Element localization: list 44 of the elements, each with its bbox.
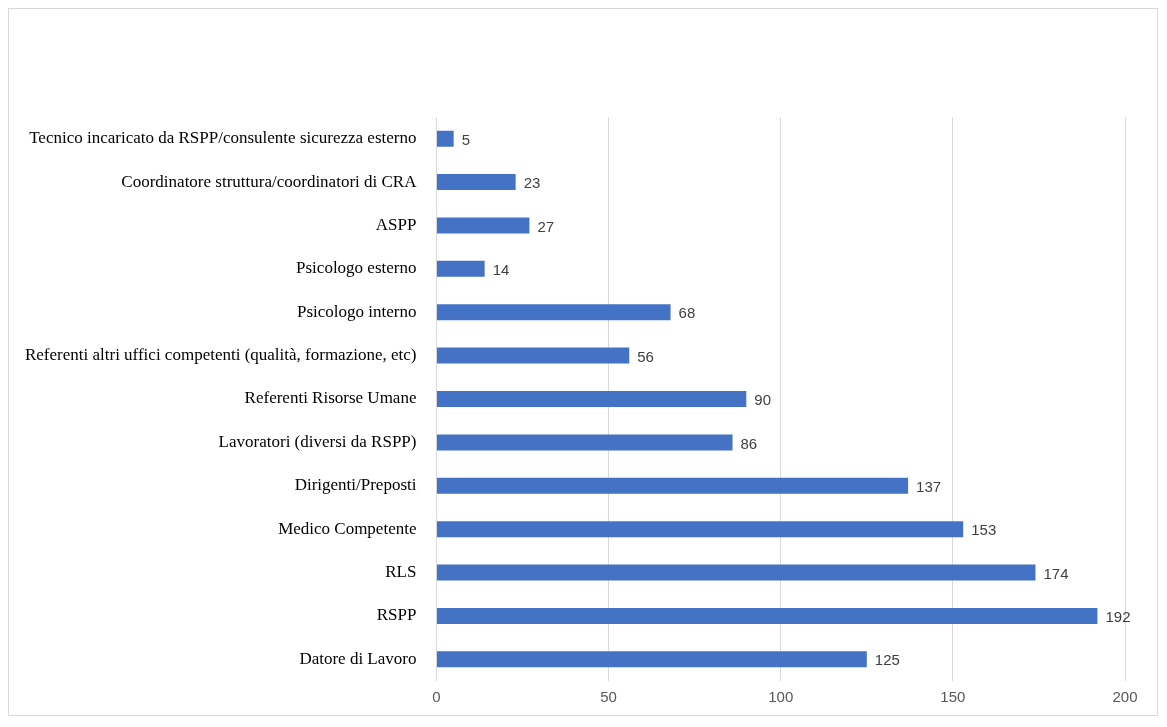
y-tick-label: Datore di Lavoro: [299, 648, 417, 668]
bar: [436, 174, 516, 191]
y-tick-label: Referenti Risorse Umane: [244, 388, 417, 408]
data-label: 90: [754, 391, 771, 409]
bar: [436, 651, 867, 668]
y-tick-label: ASPP: [375, 214, 417, 234]
bar: [436, 304, 671, 321]
data-label: 5: [461, 130, 471, 148]
y-tick-label: Medico Competente: [278, 518, 417, 538]
y-tick-label: RLS: [385, 562, 417, 582]
x-tick-label: 200: [1112, 688, 1138, 706]
y-tick-label: Psicologo interno: [296, 301, 417, 321]
y-tick-label: RSPP: [376, 605, 417, 625]
x-tick-label: 150: [940, 688, 966, 706]
bar: [436, 260, 485, 277]
data-label: 137: [916, 477, 942, 495]
data-label: 14: [492, 260, 510, 278]
y-tick-label: Psicologo esterno: [296, 258, 417, 278]
y-tick-label: Coordinatore struttura/coordinatori di CRA: [121, 171, 418, 191]
bar: [436, 130, 454, 147]
y-tick-label: Tecnico incaricato da RSPP/consulente sicurezza esterno: [29, 128, 417, 148]
data-label: 27: [537, 217, 555, 235]
x-tick-label: 0: [432, 688, 441, 706]
bar: [436, 434, 733, 451]
data-label: 86: [740, 434, 758, 452]
data-label: 125: [874, 651, 900, 669]
data-label: 192: [1105, 608, 1131, 626]
bar: [436, 564, 1036, 581]
y-tick-label: Referenti altri uffici competenti (qualità, formazione, etc): [24, 345, 417, 365]
y-tick-label: Dirigenti/Preposti: [294, 475, 417, 495]
bar: [436, 217, 530, 234]
data-label: 23: [523, 174, 541, 192]
bar: [436, 391, 747, 407]
x-tick-label: 100: [768, 688, 794, 706]
data-label: 56: [637, 347, 654, 365]
bar: [436, 521, 964, 538]
data-label: 174: [1043, 564, 1069, 582]
bar: [436, 347, 630, 364]
bar: [436, 607, 1098, 624]
bar: [436, 477, 909, 494]
y-tick-label: Lavoratori (diversi da RSPP): [218, 431, 417, 451]
data-label: 68: [678, 304, 696, 322]
x-tick-label: 50: [600, 688, 617, 706]
data-label: 153: [971, 521, 997, 539]
